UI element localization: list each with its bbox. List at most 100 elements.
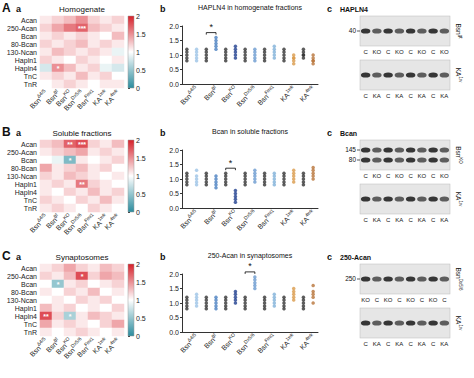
svg-text:KA: KA	[298, 339, 310, 351]
svg-text:TnC: TnC	[24, 73, 37, 80]
svg-text:KA: KA	[91, 343, 103, 355]
svg-text:**: **	[79, 181, 85, 188]
svg-text:1.5: 1.5	[136, 155, 146, 162]
svg-text:250: 250	[345, 275, 356, 282]
svg-text:Bsn: Bsn	[203, 212, 217, 226]
svg-text:Bsn: Bsn	[235, 342, 249, 356]
svg-text:*: *	[69, 157, 72, 164]
svg-text:0: 0	[136, 209, 140, 216]
svg-text:KO: KO	[418, 49, 427, 55]
svg-text:c: c	[327, 4, 332, 14]
svg-text:80-Bcan: 80-Bcan	[11, 41, 37, 48]
svg-text:130-Ncan: 130-Ncan	[7, 49, 37, 56]
svg-text:KA: KA	[298, 215, 310, 227]
svg-text:KA: KA	[298, 91, 310, 103]
svg-text:C: C	[431, 217, 436, 223]
svg-text:0.5: 0.5	[136, 191, 146, 198]
svg-text:Bsn: Bsn	[256, 217, 270, 231]
svg-text:KA: KA	[418, 341, 426, 347]
svg-text:C: C	[408, 93, 413, 99]
svg-text:KO: KO	[373, 173, 382, 179]
svg-text:KO: KO	[361, 297, 370, 303]
svg-text:Bcan: Bcan	[21, 157, 37, 164]
svg-text:C: C	[408, 49, 413, 55]
svg-text:Bcan in soluble fractions: Bcan in soluble fractions	[212, 128, 288, 135]
svg-text:KA: KA	[279, 339, 291, 351]
svg-text:Homogenate: Homogenate	[59, 5, 105, 14]
svg-text:KA: KA	[395, 93, 403, 99]
svg-text:C: C	[386, 173, 391, 179]
svg-text:*: *	[57, 65, 60, 72]
svg-text:***: ***	[78, 141, 86, 148]
svg-text:b: b	[160, 128, 166, 138]
svg-text:C: C	[431, 49, 436, 55]
svg-text:KO: KO	[418, 173, 427, 179]
svg-text:Bsn: Bsn	[62, 222, 76, 236]
svg-text:KO: KO	[406, 297, 415, 303]
svg-text:KA: KA	[103, 219, 115, 231]
svg-text:Acan: Acan	[21, 141, 37, 148]
svg-text:b: b	[160, 4, 166, 14]
svg-text:1.5: 1.5	[169, 37, 179, 44]
svg-text:1.0: 1.0	[169, 176, 179, 183]
svg-text:C: C	[408, 217, 413, 223]
svg-text:C: C	[408, 341, 413, 347]
svg-text:b: b	[160, 252, 166, 262]
svg-text:BsnKO: BsnKO	[455, 146, 463, 164]
svg-text:Bsn: Bsn	[62, 346, 76, 360]
svg-text:C: C	[397, 297, 402, 303]
svg-text:0: 0	[136, 333, 140, 340]
svg-text:BsnDx5/6: BsnDx5/6	[455, 268, 463, 291]
svg-text:2: 2	[136, 13, 140, 20]
svg-text:0.5: 0.5	[136, 315, 146, 322]
svg-text:1.5: 1.5	[169, 161, 179, 168]
svg-text:*: *	[248, 261, 252, 271]
svg-text:KA1w: KA1w	[455, 316, 463, 331]
svg-text:A: A	[2, 1, 11, 15]
svg-text:**: **	[43, 313, 49, 320]
svg-text:Bsn: Bsn	[256, 341, 270, 355]
svg-text:250-Acan: 250-Acan	[7, 149, 37, 156]
svg-text:**: **	[67, 141, 73, 148]
svg-text:Bsn: Bsn	[220, 214, 234, 228]
svg-text:40: 40	[349, 27, 357, 34]
svg-text:130-Ncan: 130-Ncan	[7, 173, 37, 180]
svg-text:a: a	[16, 252, 22, 262]
svg-text:KA: KA	[373, 93, 381, 99]
svg-text:C: C	[408, 173, 413, 179]
svg-text:***: ***	[78, 25, 86, 32]
svg-text:C: C	[386, 341, 391, 347]
svg-text:C: C	[363, 173, 368, 179]
svg-text:Bsn: Bsn	[76, 221, 90, 235]
svg-text:KA: KA	[395, 341, 403, 347]
svg-text:KA: KA	[395, 217, 403, 223]
svg-text:2.0: 2.0	[169, 147, 179, 154]
svg-text:Acan: Acan	[21, 265, 37, 272]
svg-text:c: c	[327, 252, 332, 262]
svg-text:KA: KA	[440, 93, 448, 99]
svg-text:KO: KO	[373, 49, 382, 55]
svg-text:1: 1	[136, 173, 140, 180]
svg-text:Bsn: Bsn	[28, 220, 42, 234]
svg-text:Synaptosomes: Synaptosomes	[56, 253, 109, 262]
svg-text:KA: KA	[373, 341, 381, 347]
svg-text:KA: KA	[103, 343, 115, 355]
svg-text:C: C	[363, 93, 368, 99]
svg-text:HAPLN4 in homogenate fractions: HAPLN4 in homogenate fractions	[198, 4, 302, 12]
svg-text:80-Bcan: 80-Bcan	[11, 165, 37, 172]
svg-text:C: C	[386, 93, 391, 99]
svg-text:Bsn: Bsn	[76, 97, 90, 111]
svg-text:KA: KA	[91, 219, 103, 231]
svg-text:KA1w: KA1w	[455, 68, 463, 83]
svg-text:130-Ncan: 130-Ncan	[7, 297, 37, 304]
svg-text:1.5: 1.5	[136, 31, 146, 38]
svg-text:Bsn: Bsn	[203, 88, 217, 102]
svg-text:KO: KO	[395, 173, 404, 179]
svg-text:Hapln1: Hapln1	[15, 57, 37, 65]
svg-text:Bsn: Bsn	[76, 345, 90, 359]
svg-text:80-Bcan: 80-Bcan	[11, 289, 37, 296]
svg-text:250-Acan: 250-Acan	[7, 25, 37, 32]
svg-text:TnC: TnC	[24, 197, 37, 204]
svg-text:TnC: TnC	[24, 321, 37, 328]
svg-text:a: a	[16, 128, 22, 138]
